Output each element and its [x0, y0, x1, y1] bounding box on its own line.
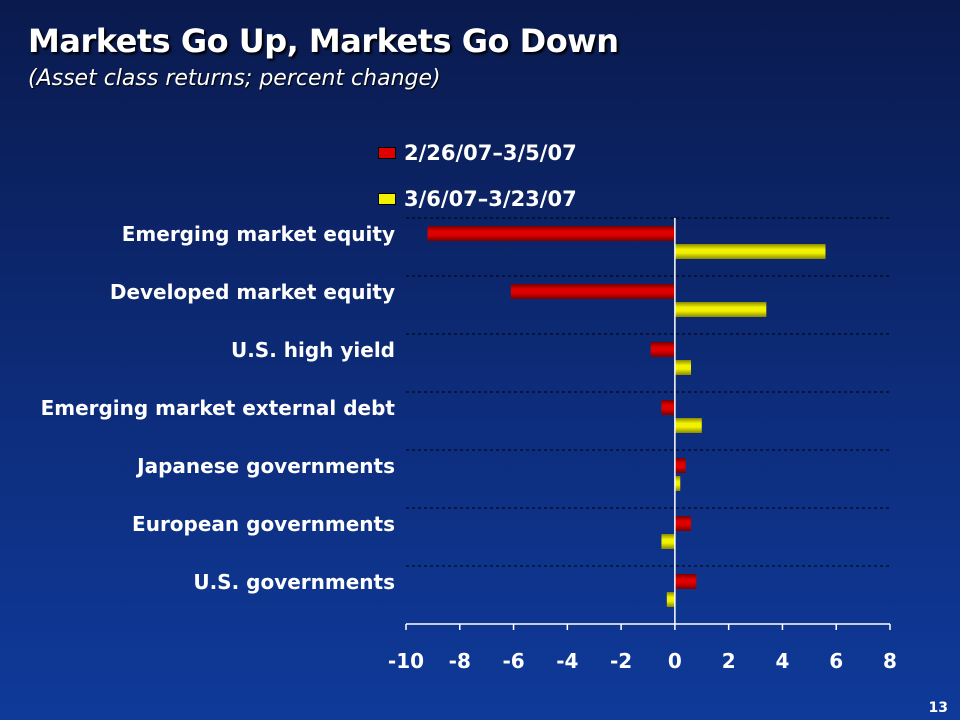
page-subtitle: (Asset class returns; percent change) — [28, 66, 441, 91]
bar-series-1 — [674, 516, 692, 531]
category-label: U.S. governments — [193, 570, 395, 594]
bar-series-1 — [510, 284, 675, 299]
page-title: Markets Go Up, Markets Go Down — [28, 22, 619, 60]
x-tick-label: 8 — [883, 649, 897, 673]
category-label: U.S. high yield — [231, 338, 395, 362]
bar-series-2 — [661, 534, 675, 549]
x-tick-label: -10 — [388, 649, 424, 673]
x-tick-label: 2 — [722, 649, 736, 673]
chart-legend: 2/26/07–3/5/07 3/6/07–3/23/07 — [378, 130, 577, 222]
category-label: Developed market equity — [110, 280, 395, 304]
page-number: 13 — [928, 700, 948, 716]
x-tick-label: -8 — [449, 649, 471, 673]
legend-label-series-2: 3/6/07–3/23/07 — [404, 187, 577, 211]
category-label: Emerging market equity — [122, 222, 395, 246]
bar-series-2 — [674, 244, 826, 259]
bar-series-1 — [674, 574, 697, 589]
x-tick-label: -4 — [556, 649, 578, 673]
category-label: European governments — [132, 512, 395, 536]
category-label: Japanese governments — [135, 454, 395, 478]
x-tick-label: 0 — [668, 649, 682, 673]
bar-series-2 — [674, 360, 692, 375]
x-tick-label: 4 — [775, 649, 789, 673]
legend-item-series-2: 3/6/07–3/23/07 — [378, 176, 577, 222]
x-tick-label: 6 — [829, 649, 843, 673]
bar-series-1 — [650, 342, 675, 357]
legend-item-series-1: 2/26/07–3/5/07 — [378, 130, 577, 176]
legend-label-series-1: 2/26/07–3/5/07 — [404, 141, 577, 165]
bar-series-2 — [674, 418, 702, 433]
x-tick-label: -6 — [502, 649, 524, 673]
legend-swatch-series-1 — [378, 147, 396, 159]
bar-series-2 — [666, 592, 675, 607]
bar-series-2 — [674, 476, 681, 491]
legend-swatch-series-2 — [378, 193, 396, 205]
x-tick-label: -2 — [610, 649, 632, 673]
bar-series-1 — [427, 226, 675, 241]
bar-series-2 — [674, 302, 767, 317]
bar-series-1 — [661, 400, 675, 415]
category-label: Emerging market external debt — [41, 396, 396, 420]
bar-series-1 — [674, 458, 686, 473]
